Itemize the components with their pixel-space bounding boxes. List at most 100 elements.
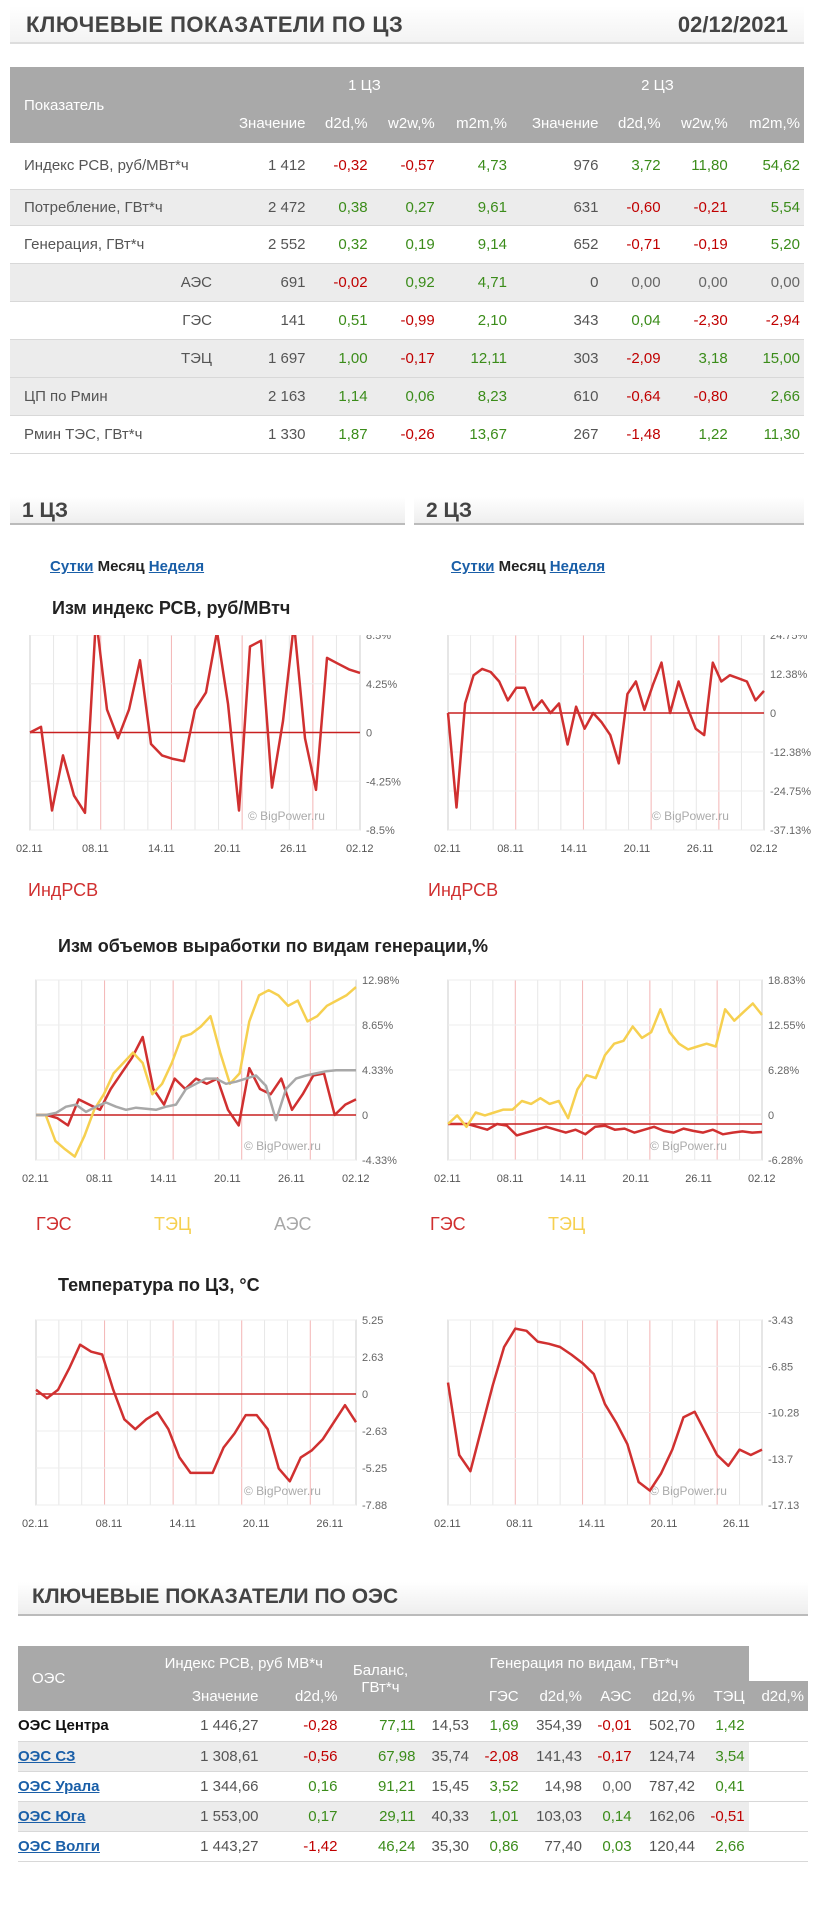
kp-value-cell: 631 xyxy=(573,198,599,216)
oes-change-cell: -0,56 xyxy=(303,1747,338,1765)
kp-row-label: Индекс РСВ, руб/МВт*ч xyxy=(24,157,189,175)
x-tick-label: 14.11 xyxy=(560,843,587,855)
x-tick-label: 02.12 xyxy=(346,843,374,855)
kp-subheader-cell: d2d,% xyxy=(618,114,661,132)
oes-value-cell: 162,06 xyxy=(649,1807,695,1825)
oes-value-cell: 120,44 xyxy=(649,1837,695,1855)
x-tick-label: 02.12 xyxy=(342,1173,370,1185)
series-line xyxy=(36,1035,357,1127)
main-header: КЛЮЧЕВЫЕ ПОКАЗАТЕЛИ ПО ЦЗ 02/12/2021 xyxy=(10,6,804,44)
x-tick-label: 02.11 xyxy=(16,843,43,855)
kp-change-cell: 1,22 xyxy=(698,425,728,443)
oes-name: ОЭС Центра xyxy=(18,1717,109,1735)
price-chart-title: Изм индекс РСВ, руб/МВтч xyxy=(52,598,291,618)
oes-change-cell: -0,17 xyxy=(597,1747,632,1765)
series-line xyxy=(446,661,765,809)
oes-row: ОЭС Урала 1 344,66 0,16 91,21 15,45 3,52 14,98… xyxy=(18,1771,808,1801)
oes-value-cell: 1 344,66 xyxy=(200,1777,259,1795)
kp-subheader-cell: w2w,% xyxy=(388,114,435,132)
oes-link[interactable]: ОЭС Урала xyxy=(18,1777,100,1795)
kp-change-cell: -0,02 xyxy=(333,273,368,291)
tab-month[interactable]: Месяц xyxy=(498,558,546,575)
kp-value-cell: 691 xyxy=(280,273,306,291)
oes-link[interactable]: ОЭС Волги xyxy=(18,1837,100,1855)
kp-value-cell: 303 xyxy=(573,349,599,367)
x-tick-label: 26.11 xyxy=(280,843,307,855)
oes-change-cell: 0,16 xyxy=(308,1777,338,1795)
kp-change-cell: 0,38 xyxy=(338,198,368,216)
zone2-section: 2 ЦЗ xyxy=(414,497,804,525)
oes-value-cell: 14,98 xyxy=(544,1777,582,1795)
oes-value-cell: 1 446,27 xyxy=(200,1717,259,1735)
kp-value-cell: 610 xyxy=(573,387,599,405)
oes-col-gen: Генерация по видам, ГВт*ч xyxy=(489,1655,679,1672)
tab-week[interactable]: Неделя xyxy=(549,558,606,575)
kp-subheader-cell: m2m,% xyxy=(749,114,800,132)
kp-change-cell: 0,92 xyxy=(405,273,435,291)
y-tick-label: 0 xyxy=(770,708,776,720)
oes-change-cell: 3,54 xyxy=(715,1747,745,1765)
x-tick-label: 02.12 xyxy=(748,1173,776,1185)
y-tick-label: 12.38% xyxy=(770,669,808,681)
kp-value-cell: 0 xyxy=(590,273,599,291)
tab-day[interactable]: Сутки xyxy=(451,558,495,575)
temp-chart-zone2: -3.43 -6.85 -10.28 -13.7 -17.13 02.11 08.11 14.… xyxy=(434,1315,799,1530)
oes-subheader-cell: d2d,% xyxy=(652,1687,695,1705)
temp-chart-zone1: 5.25 2.63 0 -2.63 -5.25 -7.88 02.11 08.11 14.11 2… xyxy=(22,1315,387,1530)
zone1-title: 1 ЦЗ xyxy=(22,499,69,522)
y-tick-label: 0 xyxy=(362,1110,368,1122)
report-date: 02/12/2021 xyxy=(677,12,788,37)
oes-row: ОЭС Волги 1 443,27 -1,42 46,24 35,30 0,86 77,4… xyxy=(18,1831,808,1861)
kp-change-cell: -0,17 xyxy=(400,349,435,367)
kp-row: АЭС 691 -0,02 0,92 4,71 0 0,00 0,00 0,00 xyxy=(10,263,804,301)
series-line xyxy=(29,635,361,815)
kp-change-cell: 1,87 xyxy=(338,425,368,443)
kp-change-cell: 0,00 xyxy=(631,273,661,291)
legend-ges-zone1: ГЭС xyxy=(36,1214,72,1234)
oes-header: КЛЮЧЕВЫЕ ПОКАЗАТЕЛИ ПО ОЭС xyxy=(18,1582,808,1616)
oes-change-cell: -0,01 xyxy=(597,1717,632,1735)
kp-change-cell: 5,20 xyxy=(770,235,800,253)
oes-value-cell: 46,24 xyxy=(377,1837,416,1855)
kp-row-label: Генерация, ГВт*ч xyxy=(24,235,145,253)
page-title: КЛЮЧЕВЫЕ ПОКАЗАТЕЛИ ПО ЦЗ xyxy=(26,12,404,37)
kp-change-cell: 4,73 xyxy=(477,157,507,175)
oes-change-cell: 0,00 xyxy=(602,1777,632,1795)
oes-change-cell: -0,28 xyxy=(303,1717,338,1735)
kp-value-cell: 1 412 xyxy=(267,157,306,175)
kp-row-label: Рмин ТЭС, ГВт*ч xyxy=(24,425,143,443)
tab-week[interactable]: Неделя xyxy=(148,558,205,575)
x-tick-label: 02.12 xyxy=(750,843,778,855)
kp-change-cell: 3,18 xyxy=(698,349,728,367)
kp-value-cell: 652 xyxy=(573,235,599,253)
tab-month[interactable]: Месяц xyxy=(97,558,145,575)
y-tick-label: -13.7 xyxy=(768,1454,793,1466)
kp-change-cell: -0,71 xyxy=(626,235,661,253)
kp-value-cell: 141 xyxy=(280,311,306,329)
kp-value-cell: 1 697 xyxy=(267,349,306,367)
x-tick-label: 08.11 xyxy=(86,1173,113,1185)
kp-row-label: АЭС xyxy=(180,273,212,291)
y-tick-label: 0 xyxy=(362,1389,368,1401)
oes-value-cell: 141,43 xyxy=(536,1747,582,1765)
kp-row: ГЭС 141 0,51 -0,99 2,10 343 0,04 -2,30 -2,94 xyxy=(10,301,804,339)
legend-aes-zone1: АЭС xyxy=(274,1214,312,1234)
y-tick-label: -37.13% xyxy=(770,825,811,837)
tab-day[interactable]: Сутки xyxy=(50,558,94,575)
oes-value-cell: 103,03 xyxy=(536,1807,582,1825)
x-tick-label: 26.11 xyxy=(278,1173,305,1185)
y-tick-label: -8.5% xyxy=(366,825,395,837)
kp-row: ЦП по Рмин 2 163 1,14 0,06 8,23 610 -0,64 -0,80… xyxy=(10,377,804,415)
oes-link[interactable]: ОЭС СЗ xyxy=(18,1747,76,1765)
oes-link[interactable]: ОЭС Юга xyxy=(18,1807,86,1825)
y-tick-label: 0 xyxy=(768,1110,774,1122)
zone1-period-tabs: Сутки Месяц Неделя xyxy=(50,558,204,575)
y-tick-label: -4.25% xyxy=(366,776,401,788)
series-line xyxy=(447,1002,763,1129)
gen-chart-zone2: 18.83% 12.55% 6.28% 0 -6.28% 02.11 08.11 14.11 2… xyxy=(434,975,806,1185)
oes-subheader-cell: d2d,% xyxy=(539,1687,582,1705)
kp-row-label: ЦП по Рмин xyxy=(24,387,108,405)
y-tick-label: -7.88 xyxy=(362,1500,387,1512)
kp-subheader-cell: Значение xyxy=(531,114,599,132)
x-tick-label: 02.11 xyxy=(434,1518,461,1530)
